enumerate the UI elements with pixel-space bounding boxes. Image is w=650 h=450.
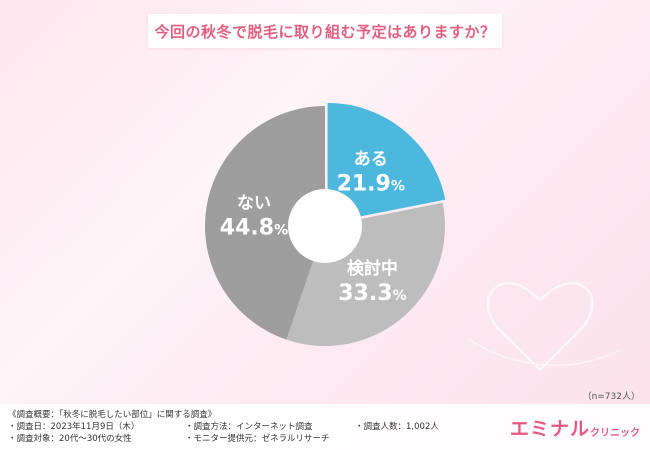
chart-title: 今回の秋冬で脱毛に取り組む予定はありますか？ [154, 22, 496, 41]
title-banner: 今回の秋冬で脱毛に取り組む予定はありますか？ [148, 14, 502, 48]
slice-percent-label-2: 44.8% [220, 215, 288, 240]
survey-date: 調査日：2023年11月9日（木） [8, 420, 140, 432]
slice-percent-label-1: 33.3% [338, 281, 406, 306]
survey-count: 調査人数：1,002人 [355, 420, 439, 432]
pie-slice-0 [327, 102, 446, 223]
slice-percent-label-0: 21.9% [337, 171, 405, 196]
survey-target: 調査対象：20代～30代の女性 [8, 432, 132, 444]
clinic-logo: エミナル [510, 418, 591, 440]
slice-category-label-1: 検討中 [347, 258, 398, 279]
sample-size-label: （n=732人） [582, 392, 640, 402]
clinic-logo-sub: クリニック [590, 428, 640, 439]
survey-title: 《調査概要：「秋冬に脱毛したい部位」に関する調査》 [8, 410, 217, 420]
footer: 《調査概要：「秋冬に脱毛したい部位」に関する調査》 調査日：2023年11月9日… [0, 404, 650, 450]
survey-provider: モニター提供元：ゼネラルリサーチ [185, 432, 330, 444]
donut-hole [288, 189, 362, 263]
survey-method: 調査方法：インターネット調査 [185, 420, 313, 432]
slice-category-label-2: ない [237, 193, 271, 213]
pie-slice-2 [205, 106, 325, 340]
slice-category-label-0: ある [354, 149, 388, 169]
